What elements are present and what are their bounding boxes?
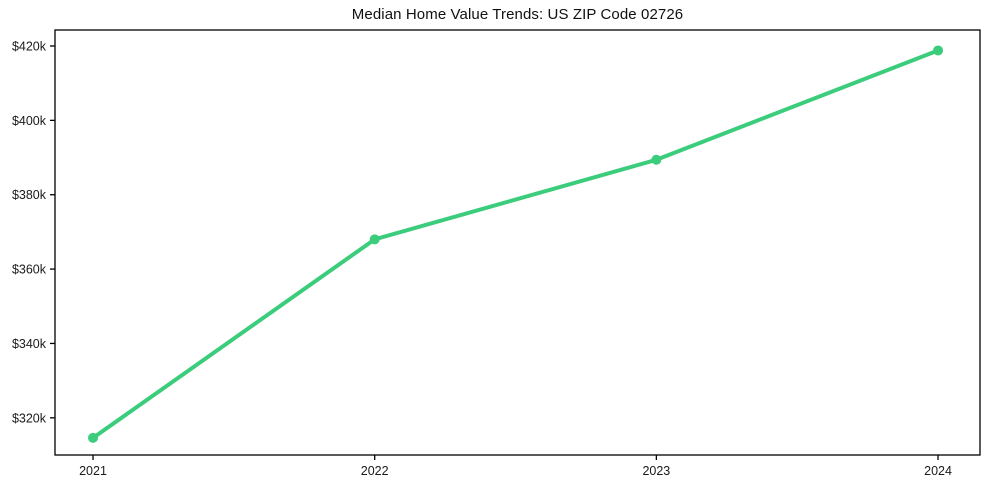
plot-border bbox=[54, 29, 981, 456]
y-axis-tick-label: $360k bbox=[12, 263, 47, 277]
x-axis-tick-label: 2022 bbox=[361, 464, 389, 478]
y-axis-tick-label: $400k bbox=[12, 114, 47, 128]
data-point-marker bbox=[369, 234, 380, 245]
x-axis-tick-label: 2023 bbox=[642, 464, 670, 478]
data-point-marker bbox=[651, 154, 662, 165]
y-axis-tick-label: $420k bbox=[12, 39, 47, 53]
y-axis-tick-label: $340k bbox=[12, 337, 47, 351]
trend-line bbox=[91, 48, 941, 440]
y-axis-tick-label: $320k bbox=[12, 411, 47, 425]
x-axis-tick-label: 2024 bbox=[924, 464, 952, 478]
data-point-marker bbox=[933, 45, 944, 56]
data-point-marker bbox=[88, 432, 99, 443]
chart-title: Median Home Value Trends: US ZIP Code 02… bbox=[351, 6, 684, 23]
x-axis-tick-label: 2021 bbox=[79, 464, 107, 478]
y-axis-tick-label: $380k bbox=[12, 188, 47, 202]
